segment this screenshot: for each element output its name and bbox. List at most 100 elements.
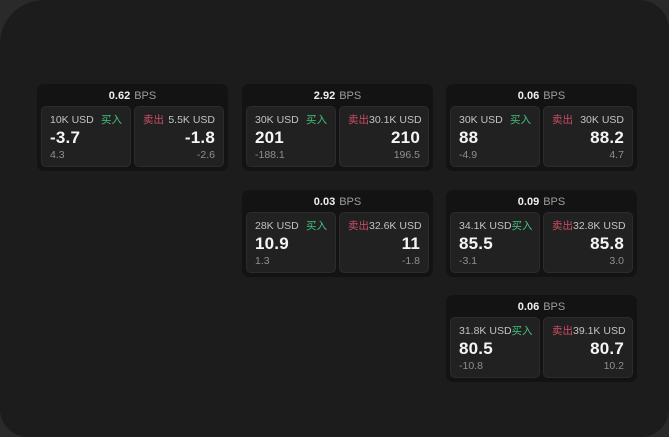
buy-amount: 31.8K USD [459,325,512,337]
buy-label: 买入 [306,220,327,232]
sell-panel[interactable]: 卖出 32.6K USD 11 -1.8 [339,212,429,273]
buy-price: 201 [255,128,284,147]
quote-body: 10K USD 买入 -3.7 4.3 卖出 5.5K USD -1.8 -2.… [37,106,228,171]
buy-price: -3.7 [50,128,81,147]
buy-label: 买入 [511,325,533,337]
sell-amount: 30K USD [580,114,624,126]
sell-delta: 196.5 [393,149,420,161]
sell-price: 11 [401,234,420,253]
buy-label: 买入 [510,114,531,126]
quote-card: 0.06 BPS 30K USD 买入 88 -4.9 卖出 30K USD 8… [446,84,637,171]
bps-value: 0.09 [517,196,540,208]
sell-panel[interactable]: 卖出 30.1K USD 210 196.5 [339,106,429,167]
buy-amount: 34.1K USD [459,220,512,232]
buy-panel[interactable]: 10K USD 买入 -3.7 4.3 [41,106,131,167]
quote-card: 0.03 BPS 28K USD 买入 10.9 1.3 卖出 32.6K US… [242,190,433,277]
bps-unit-label: BPS [339,90,362,102]
buy-panel-header: 30K USD 买入 [459,112,531,127]
sell-delta: -1.8 [401,255,420,267]
quote-card: 0.09 BPS 34.1K USD 买入 85.5 -3.1 卖出 32.8K… [446,190,637,277]
bps-value: 0.62 [108,90,131,102]
bps-unit-label: BPS [134,90,157,102]
buy-panel[interactable]: 30K USD 买入 201 -188.1 [246,106,336,167]
sell-price: 88.2 [590,128,624,147]
sell-panel[interactable]: 卖出 39.1K USD 80.7 10.2 [543,317,633,378]
sell-label: 卖出 [552,220,573,232]
sell-panel[interactable]: 卖出 30K USD 88.2 4.7 [543,106,633,167]
buy-price: 85.5 [459,234,493,253]
buy-panel-header: 30K USD 买入 [255,112,327,127]
sell-price: 80.7 [590,339,624,358]
buy-amount: 28K USD [255,220,299,232]
buy-amount: 30K USD [459,114,503,126]
bps-unit-label: BPS [543,196,566,208]
sell-amount: 5.5K USD [168,114,215,126]
buy-panel-header: 34.1K USD 买入 [459,218,533,233]
quote-card: 0.06 BPS 31.8K USD 买入 80.5 -10.8 卖出 39.1… [446,295,637,382]
bps-header: 0.62 BPS [37,84,228,106]
sell-panel-header: 卖出 30K USD [552,112,624,127]
sell-panel-header: 卖出 30.1K USD [348,112,422,127]
buy-amount: 10K USD [50,114,94,126]
bps-value: 0.06 [517,90,540,102]
sell-panel-header: 卖出 32.6K USD [348,218,422,233]
sell-panel[interactable]: 卖出 5.5K USD -1.8 -2.6 [134,106,224,167]
sell-label: 卖出 [552,114,573,126]
buy-price: 88 [459,128,479,147]
buy-panel[interactable]: 30K USD 买入 88 -4.9 [450,106,540,167]
buy-price: 10.9 [255,234,289,253]
sell-panel-header: 卖出 32.8K USD [552,218,626,233]
buy-panel-header: 10K USD 买入 [50,112,122,127]
buy-panel[interactable]: 34.1K USD 买入 85.5 -3.1 [450,212,540,273]
quote-body: 31.8K USD 买入 80.5 -10.8 卖出 39.1K USD 80.… [446,317,637,382]
sell-amount: 32.6K USD [369,220,422,232]
sell-panel-header: 卖出 39.1K USD [552,323,626,338]
sell-delta: 10.2 [603,360,624,372]
sell-amount: 30.1K USD [369,114,422,126]
sell-label: 卖出 [348,114,369,126]
sell-amount: 32.8K USD [573,220,626,232]
buy-delta: -188.1 [255,149,285,161]
buy-delta: 4.3 [50,149,65,161]
bps-value: 2.92 [313,90,336,102]
buy-delta: -10.8 [459,360,483,372]
sell-price: 210 [391,128,420,147]
sell-delta: 3.0 [609,255,624,267]
buy-price: 80.5 [459,339,493,358]
bps-header: 0.06 BPS [446,84,637,106]
buy-delta: -4.9 [459,149,478,161]
buy-amount: 30K USD [255,114,299,126]
sell-label: 卖出 [348,220,369,232]
quote-body: 30K USD 买入 201 -188.1 卖出 30.1K USD 210 1… [242,106,433,171]
bps-header: 0.09 BPS [446,190,637,212]
buy-panel-header: 28K USD 买入 [255,218,327,233]
quote-body: 28K USD 买入 10.9 1.3 卖出 32.6K USD 11 -1.8 [242,212,433,277]
bps-header: 2.92 BPS [242,84,433,106]
quote-body: 34.1K USD 买入 85.5 -3.1 卖出 32.8K USD 85.8… [446,212,637,277]
bps-unit-label: BPS [543,301,566,313]
buy-delta: 1.3 [255,255,270,267]
buy-delta: -3.1 [459,255,478,267]
buy-panel[interactable]: 28K USD 买入 10.9 1.3 [246,212,336,273]
bps-header: 0.06 BPS [446,295,637,317]
sell-price: 85.8 [590,234,624,253]
sell-price: -1.8 [184,128,215,147]
sell-panel[interactable]: 卖出 32.8K USD 85.8 3.0 [543,212,633,273]
sell-label: 卖出 [552,325,573,337]
quote-body: 30K USD 买入 88 -4.9 卖出 30K USD 88.2 4.7 [446,106,637,171]
sell-label: 卖出 [143,114,164,126]
sell-amount: 39.1K USD [573,325,626,337]
buy-label: 买入 [101,114,122,126]
bps-value: 0.06 [517,301,540,313]
buy-panel-header: 31.8K USD 买入 [459,323,533,338]
sell-delta: -2.6 [196,149,215,161]
bps-unit-label: BPS [543,90,566,102]
buy-panel[interactable]: 31.8K USD 买入 80.5 -10.8 [450,317,540,378]
bps-header: 0.03 BPS [242,190,433,212]
buy-label: 买入 [511,220,533,232]
bps-unit-label: BPS [339,196,362,208]
quote-card: 2.92 BPS 30K USD 买入 201 -188.1 卖出 30.1K … [242,84,433,171]
bps-value: 0.03 [313,196,336,208]
quote-card: 0.62 BPS 10K USD 买入 -3.7 4.3 卖出 5.5K USD… [37,84,228,171]
